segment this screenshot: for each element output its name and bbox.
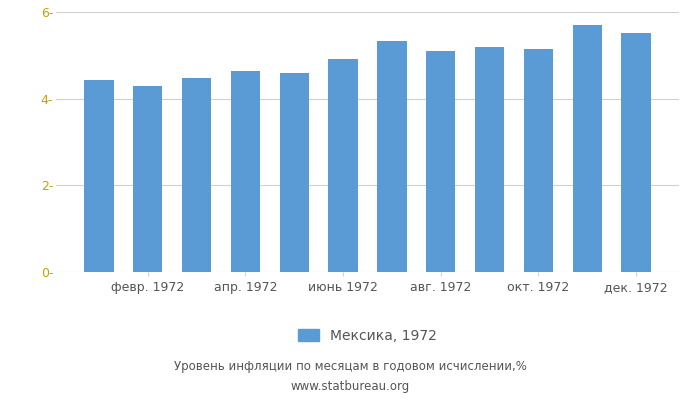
Bar <box>573 25 602 272</box>
Bar <box>231 70 260 272</box>
Bar <box>377 42 407 272</box>
Bar <box>426 51 456 272</box>
Bar <box>475 47 504 272</box>
Bar <box>622 33 651 272</box>
Text: www.statbureau.org: www.statbureau.org <box>290 380 410 393</box>
Legend: Мексика, 1972: Мексика, 1972 <box>293 323 442 348</box>
Text: Уровень инфляции по месяцам в годовом исчислении,%: Уровень инфляции по месяцам в годовом ис… <box>174 360 526 373</box>
Bar <box>279 73 309 272</box>
Bar <box>182 78 211 272</box>
Bar <box>524 49 553 272</box>
Bar <box>133 86 162 272</box>
Bar <box>84 80 113 272</box>
Bar <box>328 59 358 272</box>
